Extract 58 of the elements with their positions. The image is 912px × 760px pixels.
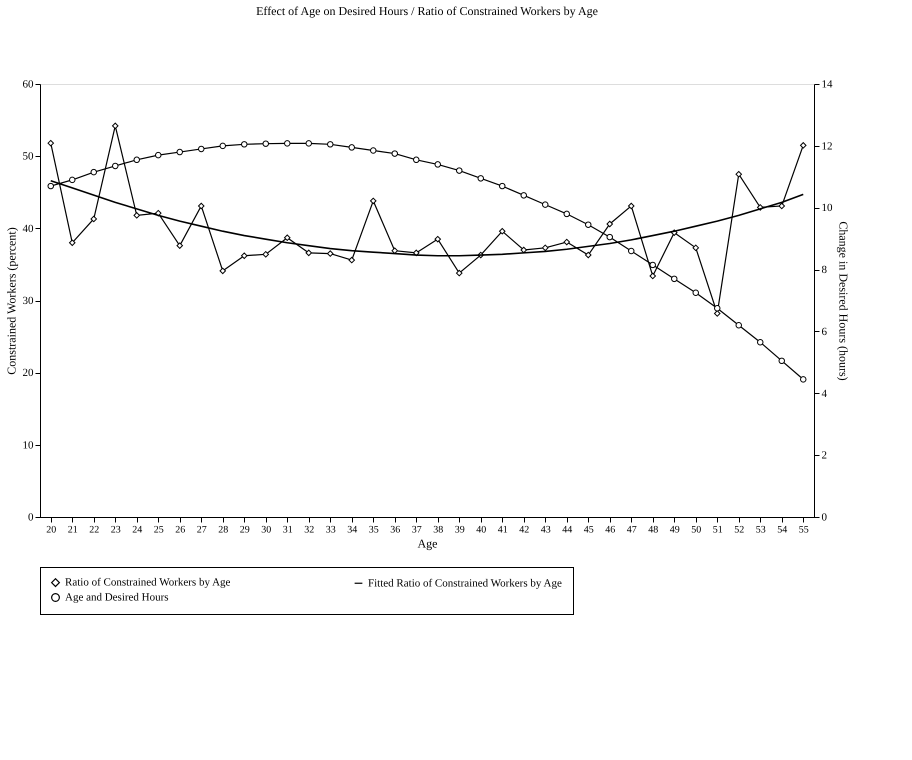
x-tick-label: 20: [46, 524, 56, 536]
x-tick-label: 34: [347, 524, 358, 536]
y2-tick-label: 4: [822, 388, 828, 400]
x-tick-label: 23: [110, 524, 121, 536]
x-tick-label: 43: [540, 524, 551, 536]
x-tick-label: 48: [648, 524, 658, 536]
x-tick-label: 21: [68, 524, 78, 536]
x-tick-label: 54: [777, 524, 788, 536]
x-tick-label: 42: [519, 524, 530, 536]
x-tick-label: 35: [368, 524, 379, 536]
legend-label: Ratio of Constrained Workers by Age: [65, 576, 231, 589]
x-tick-label: 53: [756, 524, 766, 536]
y-tick-label: 50: [22, 150, 34, 163]
x-tick-label: 29: [240, 524, 250, 536]
x-tick-label: 40: [476, 524, 486, 536]
x-tick-label: 36: [390, 524, 400, 536]
y2-tick-label: 14: [822, 78, 833, 90]
y2-tick-label: 2: [822, 450, 827, 462]
y-tick-label: 30: [22, 295, 34, 307]
x-tick-label: 55: [798, 524, 809, 536]
chart-title: Effect of Age on Desired Hours / Ratio of Constrained Workers by Age: [256, 4, 598, 18]
x-tick-label: 41: [498, 524, 508, 536]
y-axis-title: Constrained Workers (percent): [4, 227, 18, 375]
legend-label: Age and Desired Hours: [65, 592, 169, 604]
x-tick-label: 32: [304, 524, 314, 536]
x-tick-label: 27: [196, 524, 207, 536]
x-tick-label: 38: [433, 524, 444, 536]
y2-tick-label: 12: [822, 140, 832, 152]
x-tick-label: 25: [154, 524, 164, 536]
y2-axis-title: Change in Desired Hours (hours): [836, 221, 850, 381]
x-tick-label: 30: [261, 524, 272, 536]
x-tick-label: 52: [734, 524, 744, 536]
x-tick-label: 22: [89, 524, 100, 536]
y-tick-label: 60: [22, 78, 34, 90]
x-tick-label: 33: [326, 524, 336, 536]
legend-label: Fitted Ratio of Constrained Workers by Age: [368, 577, 562, 590]
x-tick-label: 45: [584, 524, 594, 536]
x-tick-label: 39: [454, 524, 465, 536]
x-tick-label: 44: [562, 524, 572, 536]
y-tick-label: 20: [22, 367, 34, 380]
x-tick-label: 49: [670, 524, 680, 536]
y-tick-label: 40: [22, 222, 34, 235]
y-tick-label: 10: [22, 439, 34, 452]
y2-tick-label: 8: [822, 264, 828, 276]
x-axis-title: Age: [418, 536, 438, 550]
y2-tick-label: 6: [822, 326, 828, 338]
x-tick-label: 37: [412, 524, 422, 536]
x-tick-label: 46: [605, 524, 616, 536]
x-tick-label: 50: [691, 524, 702, 536]
x-tick-label: 28: [218, 524, 228, 536]
x-tick-label: 31: [282, 524, 293, 536]
y2-tick-label: 10: [822, 202, 833, 214]
x-tick-label: 47: [626, 524, 637, 536]
x-tick-label: 24: [132, 524, 142, 536]
y-tick-label: 0: [28, 512, 34, 524]
x-tick-label: 26: [175, 524, 186, 536]
y2-tick-label: 0: [822, 512, 828, 524]
x-tick-label: 51: [712, 524, 723, 536]
